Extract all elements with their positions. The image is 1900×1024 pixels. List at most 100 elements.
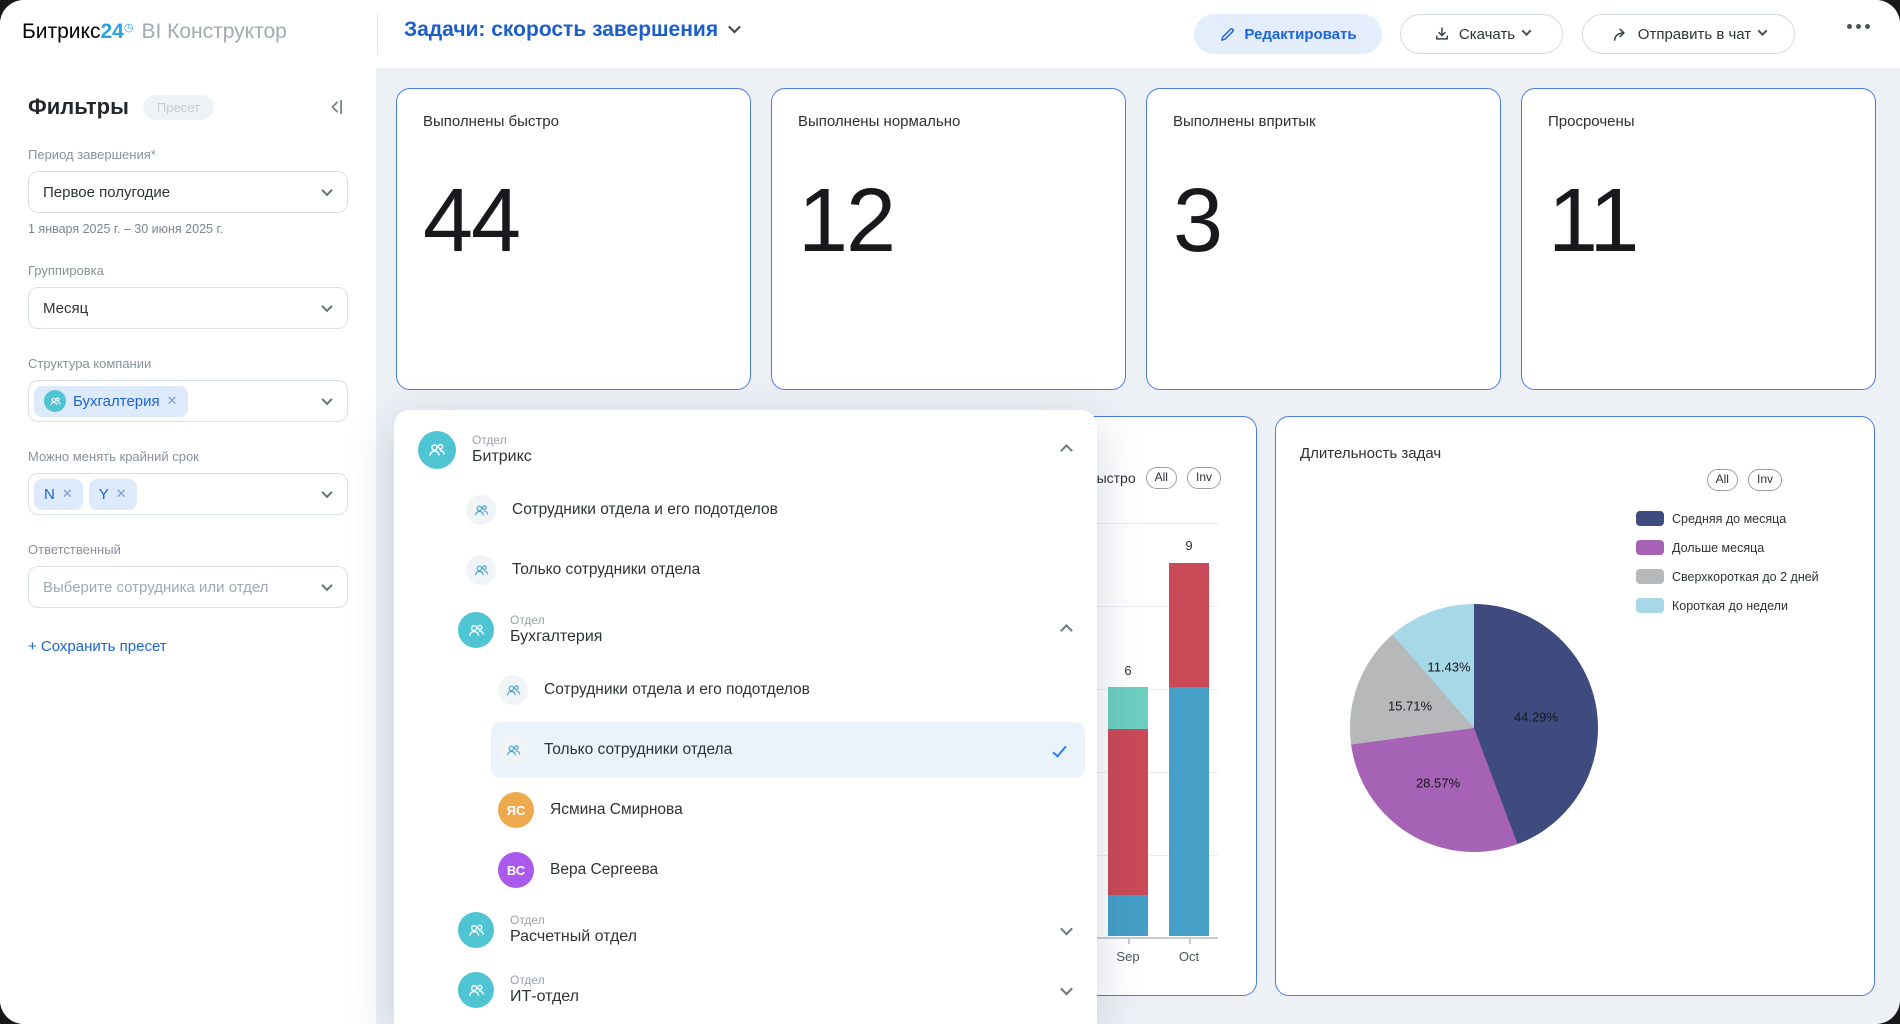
download-button[interactable]: Скачать xyxy=(1400,14,1563,54)
pie-chart-card[interactable]: Длительность задач All Inv Средняя до ме… xyxy=(1275,416,1875,996)
dept-row-settlement[interactable]: Отдел Расчетный отдел xyxy=(394,900,1097,960)
collapse-sidebar-button[interactable] xyxy=(326,96,348,118)
option-row-only-dept[interactable]: Только сотрудники отдела xyxy=(394,540,1097,600)
pie-chart[interactable] xyxy=(1350,604,1598,852)
option-row-all-employees-acc[interactable]: Сотрудники отдела и его подотделов xyxy=(394,660,1097,720)
legend-label: Дольше месяца xyxy=(1672,540,1765,555)
legend-label: Короткая до недели xyxy=(1672,598,1788,613)
option-label: Сотрудники отдела и его подотделов xyxy=(512,501,778,518)
option-label: Сотрудники отдела и его подотделов xyxy=(544,681,810,698)
dashboard-title: Задачи: скорость завершения xyxy=(404,18,719,41)
department-avatar-icon xyxy=(458,912,494,948)
download-button-label: Скачать xyxy=(1458,25,1516,43)
legend-item: Сверхкороткая до 2 дней xyxy=(1636,569,1819,584)
legend-label: Средняя до месяца xyxy=(1672,511,1787,526)
avatar-initials: ЯС xyxy=(506,802,526,818)
toggle-all-button[interactable]: All xyxy=(1706,469,1738,491)
dept-row-it[interactable]: Отдел ИТ-отдел xyxy=(394,960,1097,1020)
kpi-label: Выполнены быстро xyxy=(423,113,559,130)
responsible-select[interactable]: Выберите сотрудника или отдел xyxy=(28,566,348,608)
person-name: Ясмина Смирнова xyxy=(550,801,683,818)
kpi-card-fast[interactable]: Выполнены быстро 44 xyxy=(396,88,751,390)
kpi-value: 3 xyxy=(1173,171,1223,271)
company-structure-select[interactable]: Бухгалтерия ✕ xyxy=(28,380,348,422)
stacked-bar-oct[interactable] xyxy=(1169,562,1209,936)
collapse-panel-icon xyxy=(331,99,343,115)
chevron-down-icon xyxy=(728,20,741,34)
option-row-all-employees[interactable]: Сотрудники отдела и его подотделов xyxy=(394,480,1097,540)
dept-type-label: Отдел xyxy=(510,973,545,988)
pie-legend: Средняя до месяца Дольше месяца Сверхкор… xyxy=(1636,511,1819,627)
kpi-value: 44 xyxy=(423,171,521,271)
chevron-down-icon[interactable] xyxy=(1060,922,1073,935)
chevron-down-icon[interactable] xyxy=(1060,982,1073,995)
grouping-value: Месяц xyxy=(43,299,89,317)
people-icon xyxy=(498,675,528,705)
pie-slice-label: 11.43% xyxy=(1427,659,1471,675)
kpi-card-normal[interactable]: Выполнены нормально 12 xyxy=(771,88,1126,390)
dept-name: ИТ-отдел xyxy=(510,987,579,1005)
kpi-label: Просрочены xyxy=(1548,113,1635,130)
check-icon xyxy=(1052,742,1067,758)
toggle-inv-button[interactable]: Inv xyxy=(1186,467,1221,489)
dept-row-bitrix[interactable]: Отдел Битрикс xyxy=(394,420,1097,480)
share-icon xyxy=(1613,28,1625,41)
dashboard-title-dropdown[interactable]: Задачи: скорость завершения xyxy=(404,18,741,42)
bar-chart-title: быстро xyxy=(1088,469,1136,486)
chevron-up-icon[interactable] xyxy=(1060,443,1073,457)
dept-type-label: Отдел xyxy=(510,913,545,928)
period-value: Первое полугодие xyxy=(43,183,171,201)
dept-row-accounting[interactable]: Отдел Бухгалтерия xyxy=(394,600,1097,660)
grouping-select[interactable]: Месяц xyxy=(28,287,348,329)
more-menu-button[interactable] xyxy=(1847,24,1870,29)
kpi-card-overdue[interactable]: Просрочены 11 xyxy=(1521,88,1876,390)
bitrix24-logo: Битрикс 24 ◷ BI Конструктор xyxy=(22,20,287,44)
edit-button-label: Редактировать xyxy=(1244,25,1357,43)
legend-swatch xyxy=(1636,511,1664,526)
chevron-down-icon xyxy=(321,486,333,499)
period-select[interactable]: Первое полугодие xyxy=(28,171,348,213)
pie-slice-label: 15.71% xyxy=(1387,698,1433,714)
logo-brand: Битрикс xyxy=(22,20,101,43)
legend-swatch xyxy=(1636,598,1664,613)
remove-tag-icon[interactable]: ✕ xyxy=(166,393,178,408)
kpi-label: Выполнены впритык xyxy=(1173,113,1316,130)
stacked-bar-sep[interactable] xyxy=(1108,687,1148,936)
legend-label: Сверхкороткая до 2 дней xyxy=(1672,569,1819,584)
person-row-yasmina[interactable]: ЯС Ясмина Смирнова xyxy=(394,780,1097,840)
pie-slice-label: 44.29% xyxy=(1513,709,1559,725)
chevron-down-icon xyxy=(1521,26,1532,37)
chevron-down-icon xyxy=(321,184,333,197)
logo-number: 24 xyxy=(100,20,124,43)
dept-name: Бухгалтерия xyxy=(510,627,603,645)
kpi-value: 11 xyxy=(1548,171,1639,271)
toggle-inv-button[interactable]: Inv xyxy=(1747,469,1782,491)
department-avatar-icon xyxy=(418,431,456,469)
send-to-chat-button[interactable]: Отправить в чат xyxy=(1582,14,1795,54)
avatar-initials: ВС xyxy=(506,862,526,878)
chevron-down-icon xyxy=(321,579,333,592)
edit-button[interactable]: Редактировать xyxy=(1194,14,1382,54)
kpi-card-tight[interactable]: Выполнены впритык 3 xyxy=(1146,88,1501,390)
legend-item: Средняя до месяца xyxy=(1636,511,1819,526)
remove-tag-icon[interactable]: ✕ xyxy=(61,486,73,501)
person-row-vera[interactable]: ВС Вера Сергеева xyxy=(394,840,1097,900)
option-row-only-dept-acc-selected[interactable]: Только сотрудники отдела xyxy=(491,722,1085,778)
pie-slice-label: 28.57% xyxy=(1415,775,1461,791)
x-axis-label: Sep xyxy=(1116,949,1140,964)
topbar-divider xyxy=(377,14,378,54)
toggle-all-button[interactable]: All xyxy=(1145,467,1177,489)
dept-name: Битрикс xyxy=(472,447,532,465)
legend-item: Дольше месяца xyxy=(1636,540,1819,555)
deadline-select[interactable]: N ✕ Y ✕ xyxy=(28,473,348,515)
dept-type-label: Отдел xyxy=(510,613,545,628)
deadline-tag-y: Y ✕ xyxy=(88,478,137,510)
save-preset-link[interactable]: + Сохранить пресет xyxy=(28,638,167,655)
clock-icon: ◷ xyxy=(123,22,134,34)
chevron-up-icon[interactable] xyxy=(1060,623,1073,637)
kpi-label: Выполнены нормально xyxy=(798,113,961,130)
person-avatar: ВС xyxy=(498,852,534,888)
legend-swatch xyxy=(1636,540,1664,555)
kpi-value: 12 xyxy=(798,171,896,271)
remove-tag-icon[interactable]: ✕ xyxy=(115,486,127,501)
